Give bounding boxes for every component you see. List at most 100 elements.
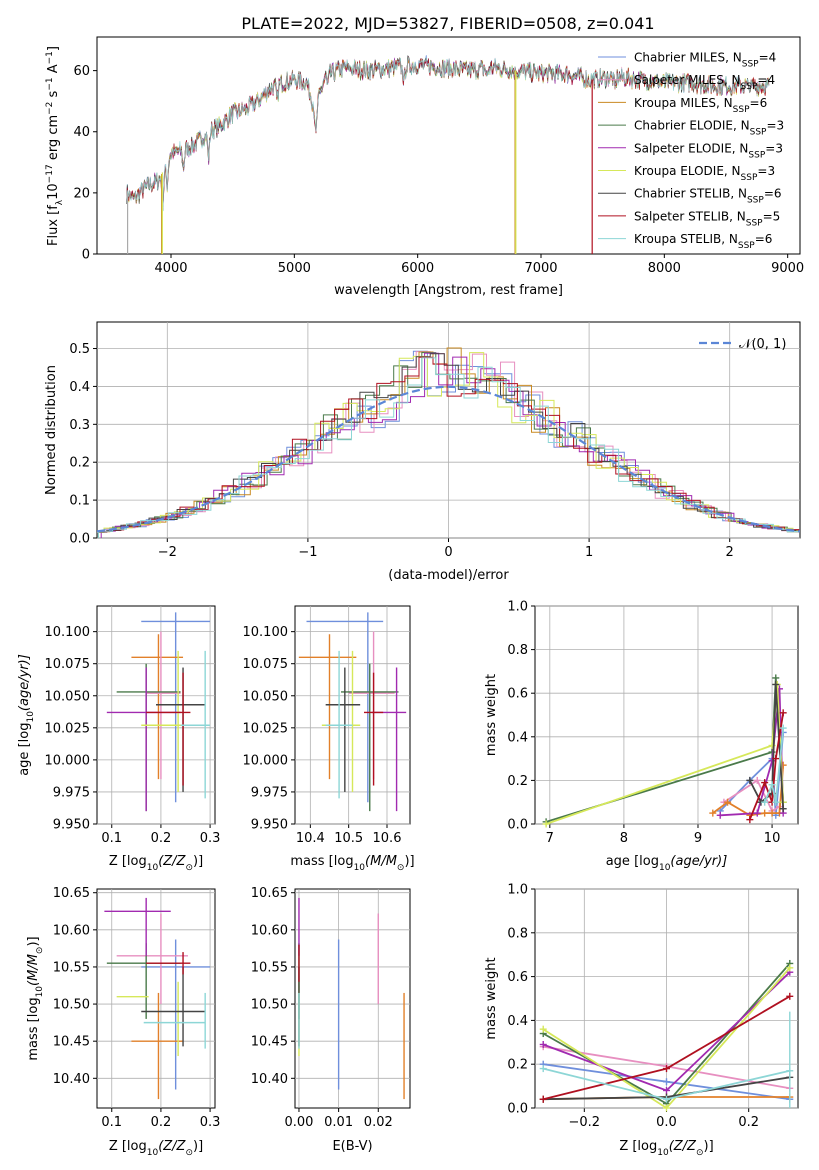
x-tick-label: 0.3 bbox=[200, 831, 221, 846]
y-tick-label: 0.8 bbox=[507, 926, 528, 941]
y-tick-label: 10.050 bbox=[45, 689, 91, 704]
histogram-step-line bbox=[100, 352, 800, 538]
y-tick-label: 10.50 bbox=[53, 998, 90, 1013]
y-tick-label: 10.050 bbox=[243, 689, 289, 704]
legend-label: Chabrier MILES, NSSP=4 bbox=[634, 51, 776, 70]
weight-vs-z-axes: −0.2 0.0 0.2 0.0 0.2 0.4 0.6 0.8 1.0 Z [log10(Z/Z… bbox=[484, 883, 799, 1158]
legend-label: 𝒩(0, 1) bbox=[739, 337, 786, 352]
weight-vs-z-axes-y-label: mass weight bbox=[484, 957, 499, 1039]
legend-label: Kroupa MILES, NSSP=6 bbox=[634, 96, 767, 115]
spectrum-series-line bbox=[126, 56, 770, 212]
spectrum-axes: 4000 5000 6000 7000 8000 9000 0 20 40 60 Chabrier … bbox=[45, 36, 804, 298]
y-tick-label: 20 bbox=[73, 186, 90, 201]
age-vs-mass-axes-x-label: mass [log10(M/M⊙)] bbox=[290, 854, 414, 873]
y-tick-label: 10.075 bbox=[45, 657, 91, 672]
plot-layer: 4000 5000 6000 7000 8000 90000204060Chabrier … bbox=[17, 36, 804, 1158]
age-vs-z-axes: 0.1 0.2 0.3 9.950 9.975 10.000 10.025 10.050 10.… bbox=[17, 605, 221, 873]
age-vs-z-axes-x-label: Z [log10(Z/Z⊙)] bbox=[109, 854, 203, 873]
y-tick-label: 0.2 bbox=[507, 774, 528, 789]
x-tick-label: 0.2 bbox=[151, 1115, 172, 1130]
spectrum-y-label: Flux [fλ10−17 erg cm−2 s−1 A−1] bbox=[45, 46, 65, 246]
histogram-step-line bbox=[97, 356, 800, 532]
mass-vs-z-axes-frame bbox=[96, 888, 216, 1109]
mass-vs-ebv-axes-frame bbox=[294, 888, 411, 1109]
spectrum-x-label: wavelength [Angstrom, rest frame] bbox=[334, 283, 563, 298]
x-tick-label: 0.02 bbox=[364, 1115, 393, 1130]
histogram-series bbox=[97, 347, 800, 538]
y-tick-label: 10.55 bbox=[251, 960, 288, 975]
y-tick-label: 10.60 bbox=[53, 923, 90, 938]
y-tick-label: 10.000 bbox=[243, 753, 289, 768]
y-tick-label: 0.1 bbox=[69, 494, 90, 509]
y-tick-label: 10.075 bbox=[243, 657, 289, 672]
age-vs-mass-axes: 10.4 10.5 10.6 9.950 9.975 10.000 10.025 10.050… bbox=[243, 605, 415, 873]
residuals-x-label: (data-model)/error bbox=[388, 568, 509, 583]
y-tick-label: 10.45 bbox=[251, 1035, 288, 1050]
y-tick-label: 10.50 bbox=[251, 998, 288, 1013]
y-tick-label: 60 bbox=[73, 64, 90, 79]
mass-vs-z-axes-x-label: Z [log10(Z/Z⊙)] bbox=[109, 1139, 203, 1158]
y-tick-label: 40 bbox=[73, 125, 90, 140]
y-tick-label: 10.100 bbox=[45, 625, 91, 640]
mass-vs-z-axes-points bbox=[104, 897, 211, 1100]
residuals-y-label: Normed distribution bbox=[44, 365, 59, 495]
y-tick-label: 0.4 bbox=[507, 1014, 528, 1029]
y-tick-label: 10.000 bbox=[45, 753, 91, 768]
y-tick-label: 0.3 bbox=[69, 418, 90, 433]
y-tick-label: 0.0 bbox=[507, 818, 528, 833]
weight-vs-z-axes-lines bbox=[539, 959, 794, 1112]
x-tick-label: 4000 bbox=[154, 261, 187, 276]
gaussian-curve bbox=[97, 385, 800, 533]
x-tick-label: 9 bbox=[694, 831, 702, 846]
spectrum-axes-frame bbox=[96, 36, 801, 255]
y-tick-label: 0.4 bbox=[507, 730, 528, 745]
y-tick-label: 0.4 bbox=[69, 380, 90, 395]
y-tick-label: 10.100 bbox=[243, 625, 289, 640]
y-tick-label: 10.40 bbox=[251, 1072, 288, 1087]
mass-vs-ebv-axes: 0.00 0.01 0.02 10.40 10.45 10.50 10.55 10.60 10.… bbox=[251, 886, 411, 1154]
x-tick-label: 0.01 bbox=[324, 1115, 353, 1130]
x-tick-label: 9000 bbox=[771, 261, 804, 276]
mass-vs-ebv-axes-points bbox=[298, 897, 405, 1100]
x-tick-label: −1 bbox=[298, 545, 317, 560]
weight-vs-age-axes: 7 8 9 10 0.0 0.2 0.4 0.6 0.8 1.0 age [log10(age/yr… bbox=[484, 600, 799, 873]
spectrum-legend: Chabrier MILES, NSSP=4 Salpeter MILES, NS… bbox=[598, 51, 784, 251]
histogram-step-line bbox=[97, 353, 800, 533]
age-vs-z-axes-y-label: age [log10(age/yr)] bbox=[17, 654, 36, 776]
x-tick-label: 10.5 bbox=[334, 831, 363, 846]
x-tick-label: 0.1 bbox=[101, 831, 122, 846]
x-tick-label: 1 bbox=[585, 545, 593, 560]
legend-label: Salpeter MILES, NSSP=4 bbox=[634, 73, 775, 92]
y-tick-label: 0.6 bbox=[507, 970, 528, 985]
y-tick-label: 9.975 bbox=[53, 785, 90, 800]
y-tick-label: 10.60 bbox=[251, 923, 288, 938]
x-tick-label: 10 bbox=[764, 831, 781, 846]
x-tick-label: 0.2 bbox=[738, 1115, 759, 1130]
x-tick-label: 5000 bbox=[278, 261, 311, 276]
y-tick-label: 1.0 bbox=[507, 600, 528, 615]
mass-vs-z-axes: 0.1 0.2 0.3 10.40 10.45 10.50 10.55 10.60 10.65 Z… bbox=[26, 886, 220, 1158]
y-tick-label: 0.0 bbox=[69, 532, 90, 547]
x-tick-label: 0.1 bbox=[101, 1115, 122, 1130]
mass-vs-z-axes-y-label: mass [log10(M/M⊙)] bbox=[26, 936, 45, 1060]
spectrum-lines bbox=[126, 54, 770, 254]
weight-series-line bbox=[763, 728, 785, 803]
y-tick-label: 0 bbox=[82, 248, 90, 263]
legend-label: Kroupa STELIB, NSSP=6 bbox=[634, 232, 772, 251]
x-tick-label: 8000 bbox=[648, 261, 681, 276]
weight-series-line bbox=[723, 779, 780, 813]
y-tick-label: 10.65 bbox=[251, 886, 288, 901]
legend-label: Chabrier ELODIE, NSSP=3 bbox=[634, 119, 784, 138]
y-tick-label: 0.2 bbox=[507, 1058, 528, 1073]
x-tick-label: 0.0 bbox=[656, 1115, 677, 1130]
weight-vs-age-axes-y-label: mass weight bbox=[484, 674, 499, 756]
y-tick-label: 10.65 bbox=[53, 886, 90, 901]
weight-vs-z-axes-x-label: Z [log10(Z/Z⊙)] bbox=[619, 1139, 713, 1158]
weight-vs-age-axes-x-label: age [log10(age/yr)] bbox=[606, 854, 728, 873]
x-tick-label: 6000 bbox=[401, 261, 434, 276]
y-tick-label: 10.40 bbox=[53, 1072, 90, 1087]
x-tick-label: 10.4 bbox=[296, 831, 325, 846]
y-tick-label: 0.2 bbox=[69, 456, 90, 471]
x-tick-label: 0 bbox=[444, 545, 452, 560]
